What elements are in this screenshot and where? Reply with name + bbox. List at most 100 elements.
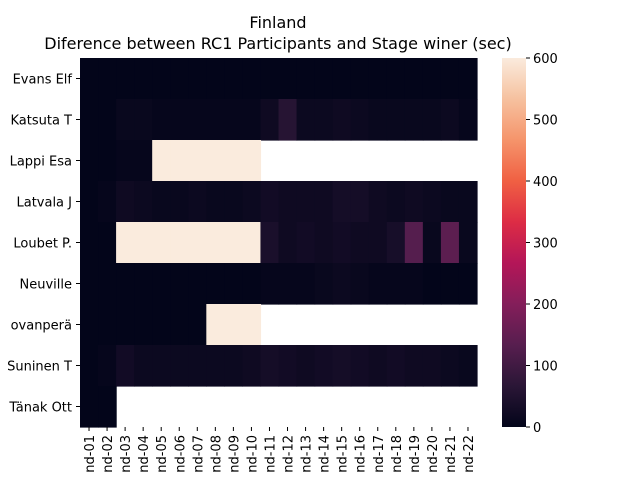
y-tick-label: ovanperä bbox=[11, 319, 72, 334]
heatmap-cell bbox=[296, 222, 316, 264]
heatmap-cell bbox=[170, 304, 189, 346]
x-tick-label: nd-17 bbox=[372, 435, 387, 473]
heatmap-cell bbox=[314, 181, 334, 223]
heatmap-cell bbox=[332, 99, 352, 141]
chart-subtitle: Diference between RC1 Participants and S… bbox=[44, 34, 511, 53]
heatmap-cell bbox=[206, 304, 225, 346]
x-tick-label: nd-08 bbox=[209, 435, 224, 473]
heatmap-cell bbox=[242, 304, 262, 346]
heatmap-cell bbox=[206, 263, 225, 305]
heatmap-cell bbox=[206, 58, 225, 100]
heatmap-cell bbox=[98, 386, 117, 428]
heatmap-cell bbox=[368, 58, 388, 100]
x-tick-label: nd-05 bbox=[155, 435, 170, 473]
heatmap-cell bbox=[98, 99, 117, 141]
heatmap-cell bbox=[242, 263, 262, 305]
heatmap-cell bbox=[80, 345, 99, 387]
heatmap-cell bbox=[404, 345, 424, 387]
heatmap-cell bbox=[188, 181, 207, 223]
heatmap-cell bbox=[296, 263, 316, 305]
heatmap-cells bbox=[80, 58, 478, 428]
heatmap-cell bbox=[314, 58, 334, 100]
heatmap-cell bbox=[116, 181, 135, 223]
heatmap-cell bbox=[386, 99, 406, 141]
x-tick-label: nd-18 bbox=[390, 435, 405, 473]
heatmap-cell bbox=[188, 304, 207, 346]
heatmap-cell bbox=[224, 99, 244, 141]
heatmap-cell bbox=[80, 263, 99, 305]
heatmap-cell bbox=[332, 181, 352, 223]
colorbar-tick-label: 600 bbox=[533, 52, 558, 67]
heatmap-cell bbox=[314, 345, 334, 387]
heatmap-cell bbox=[152, 181, 171, 223]
heatmap-cell bbox=[260, 222, 280, 264]
heatmap-cell bbox=[188, 140, 207, 182]
heatmap-cell bbox=[224, 140, 244, 182]
heatmap-cell bbox=[224, 263, 244, 305]
heatmap-cell bbox=[152, 345, 171, 387]
heatmap-cell bbox=[116, 222, 135, 264]
heatmap-cell bbox=[422, 58, 442, 100]
heatmap-cell bbox=[440, 99, 460, 141]
heatmap-cell bbox=[170, 140, 189, 182]
heatmap-cell bbox=[296, 99, 316, 141]
y-tick-label: Katsuta T bbox=[10, 114, 72, 129]
colorbar-tick-label: 0 bbox=[533, 421, 541, 436]
heatmap-cell bbox=[152, 140, 171, 182]
heatmap-cell bbox=[242, 99, 262, 141]
heatmap-cell bbox=[134, 58, 153, 100]
heatmap-cell bbox=[188, 345, 207, 387]
heatmap-cell bbox=[278, 99, 298, 141]
heatmap-cell bbox=[134, 99, 153, 141]
heatmap-cell bbox=[80, 58, 99, 100]
heatmap-cell bbox=[296, 345, 316, 387]
heatmap-cell bbox=[152, 99, 171, 141]
y-tick-label: Neuville bbox=[20, 278, 73, 293]
colorbar-tick-label: 300 bbox=[533, 237, 558, 252]
heatmap-cell bbox=[440, 222, 460, 264]
x-tick-label: nd-21 bbox=[444, 435, 459, 473]
heatmap-cell bbox=[422, 99, 442, 141]
heatmap-cell bbox=[116, 58, 135, 100]
chart-title: Finland bbox=[249, 13, 306, 32]
heatmap-cell bbox=[134, 263, 153, 305]
x-tick-label: nd-20 bbox=[426, 435, 441, 473]
heatmap-cell bbox=[116, 140, 135, 182]
x-tick-label: nd-11 bbox=[263, 435, 278, 473]
colorbar-tick-label: 500 bbox=[533, 114, 558, 129]
heatmap-cell bbox=[458, 181, 478, 223]
heatmap-cell bbox=[206, 181, 225, 223]
heatmap-cell bbox=[242, 222, 262, 264]
heatmap-cell bbox=[404, 181, 424, 223]
heatmap-cell bbox=[98, 304, 117, 346]
heatmap-cell bbox=[224, 181, 244, 223]
heatmap-cell bbox=[332, 345, 352, 387]
heatmap-cell bbox=[116, 263, 135, 305]
heatmap-cell bbox=[458, 345, 478, 387]
y-tick-label: Lappi Esa bbox=[10, 155, 72, 170]
heatmap-cell bbox=[206, 222, 225, 264]
heatmap-cell bbox=[386, 222, 406, 264]
heatmap-cell bbox=[404, 58, 424, 100]
heatmap-cell bbox=[260, 263, 280, 305]
heatmap-cell bbox=[98, 345, 117, 387]
x-tick-label: nd-14 bbox=[318, 435, 333, 473]
heatmap-cell bbox=[170, 222, 189, 264]
heatmap-cell bbox=[152, 58, 171, 100]
heatmap-cell bbox=[116, 304, 135, 346]
y-tick-label: Latvala J bbox=[16, 196, 72, 211]
heatmap-cell bbox=[458, 222, 478, 264]
heatmap-cell bbox=[116, 99, 135, 141]
heatmap-cell bbox=[134, 181, 153, 223]
heatmap-cell bbox=[314, 263, 334, 305]
x-tick-label: nd-15 bbox=[336, 435, 351, 473]
heatmap-cell bbox=[386, 345, 406, 387]
heatmap-cell bbox=[224, 58, 244, 100]
heatmap-cell bbox=[170, 263, 189, 305]
heatmap-cell bbox=[368, 181, 388, 223]
heatmap-cell bbox=[260, 345, 280, 387]
heatmap-cell bbox=[188, 222, 207, 264]
heatmap-cell bbox=[314, 222, 334, 264]
heatmap-cell bbox=[98, 222, 117, 264]
x-tick-label: nd-01 bbox=[83, 435, 98, 473]
